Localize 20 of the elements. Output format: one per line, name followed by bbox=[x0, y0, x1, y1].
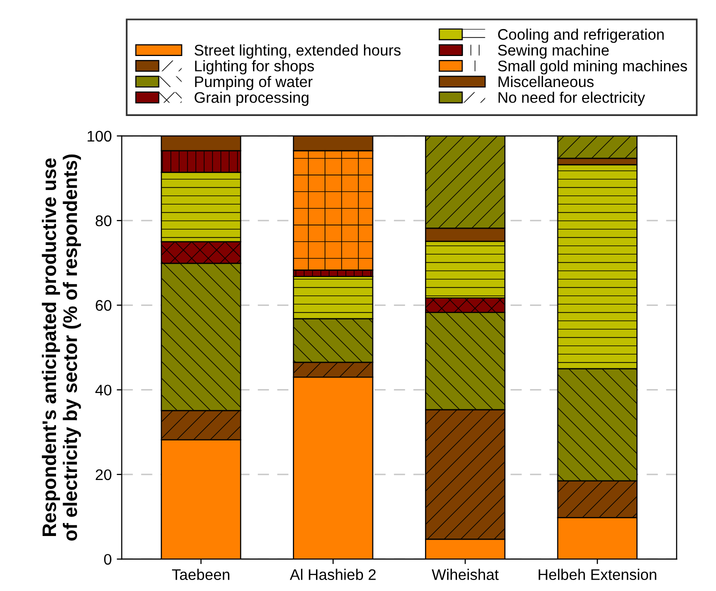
y-tick-label: 40 bbox=[95, 384, 112, 396]
legend-label: Sewing machine bbox=[498, 44, 609, 59]
y-tick-label: 0 bbox=[104, 554, 112, 565]
legend-label: Pumping of water bbox=[195, 76, 313, 90]
legend-label: Small gold mining machines bbox=[498, 60, 688, 74]
x-tick-label: Taebeen bbox=[172, 568, 230, 580]
legend-label: Miscellaneous bbox=[498, 76, 594, 88]
y-axis-title: Respondent's anticipated productive use of electricity by sector (% of respondents) bbox=[42, 154, 81, 541]
legend-label: Lighting for shops bbox=[195, 60, 314, 74]
legend-label: Grain processing bbox=[194, 92, 308, 106]
y-tick-label: 80 bbox=[96, 215, 112, 226]
x-tick-label: Helbeh Extension bbox=[538, 568, 656, 580]
legend-label: No need for electricity bbox=[498, 92, 646, 106]
legend-label: Cooling and refrigeration bbox=[498, 28, 664, 43]
y-tick-label: 60 bbox=[96, 300, 112, 311]
y-tick-label: 100 bbox=[88, 130, 112, 142]
y-tick-label: 20 bbox=[96, 469, 112, 480]
legend-label: Street lighting, extended hours bbox=[194, 44, 401, 59]
x-tick-label: Al Hashieb 2 bbox=[290, 568, 376, 580]
x-tick-label: Wiheishat bbox=[432, 568, 499, 580]
